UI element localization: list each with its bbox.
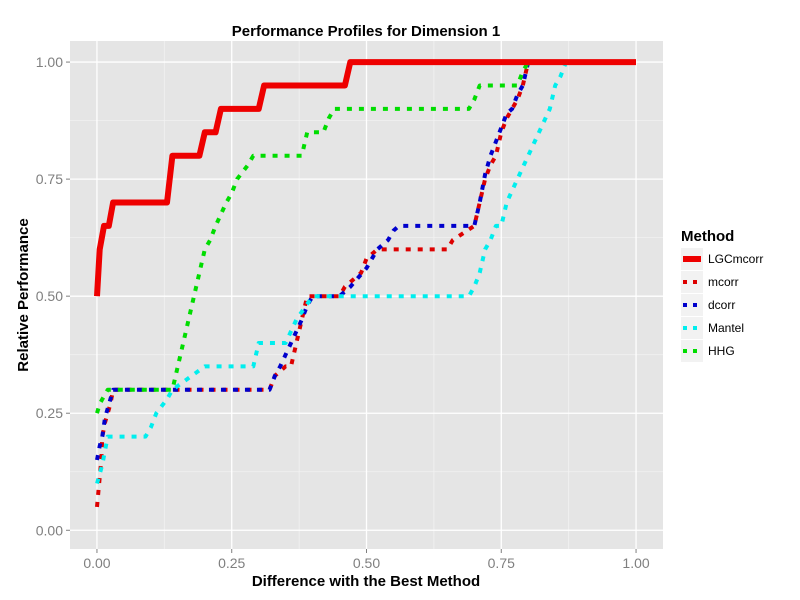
legend-label: LGCmcorr xyxy=(708,252,763,266)
chart-title: Performance Profiles for Dimension 1 xyxy=(232,23,500,40)
y-tick-label: 0.25 xyxy=(36,405,63,421)
legend-label: dcorr xyxy=(708,298,735,312)
legend-key-bg xyxy=(681,294,703,316)
x-tick-label: 0.25 xyxy=(218,555,245,571)
series-line-mantel xyxy=(95,60,636,485)
y-tick-label: 0.00 xyxy=(36,522,63,538)
legend: Method LGCmcorr mcorr dcorr Mantel HHG xyxy=(681,228,763,362)
x-tick-label: 0.75 xyxy=(488,555,515,571)
legend-title: Method xyxy=(681,228,734,245)
legend-label: HHG xyxy=(708,344,735,358)
series-layer xyxy=(94,59,636,508)
legend-key-bg xyxy=(681,340,703,362)
axis-ticks: 0.00 0.25 0.50 0.75 1.00 0.00 0.25 0.50 0.75 1.00 xyxy=(36,54,650,571)
x-axis-title: Difference with the Best Method xyxy=(252,573,480,590)
y-tick-label: 0.75 xyxy=(36,171,63,187)
legend-label: mcorr xyxy=(708,275,739,289)
legend-key-bg xyxy=(681,317,703,339)
y-axis-title: Relative Performance xyxy=(15,218,32,371)
legend-key-bg xyxy=(681,271,703,293)
y-tick-label: 0.50 xyxy=(36,288,63,304)
x-tick-label: 0.00 xyxy=(83,555,110,571)
x-tick-label: 1.00 xyxy=(622,555,649,571)
series-line-dcorr xyxy=(95,60,636,461)
x-tick-label: 0.50 xyxy=(353,555,380,571)
series-line-lgcmcorr xyxy=(94,59,636,297)
y-tick-label: 1.00 xyxy=(36,54,63,70)
legend-label: Mantel xyxy=(708,321,744,335)
